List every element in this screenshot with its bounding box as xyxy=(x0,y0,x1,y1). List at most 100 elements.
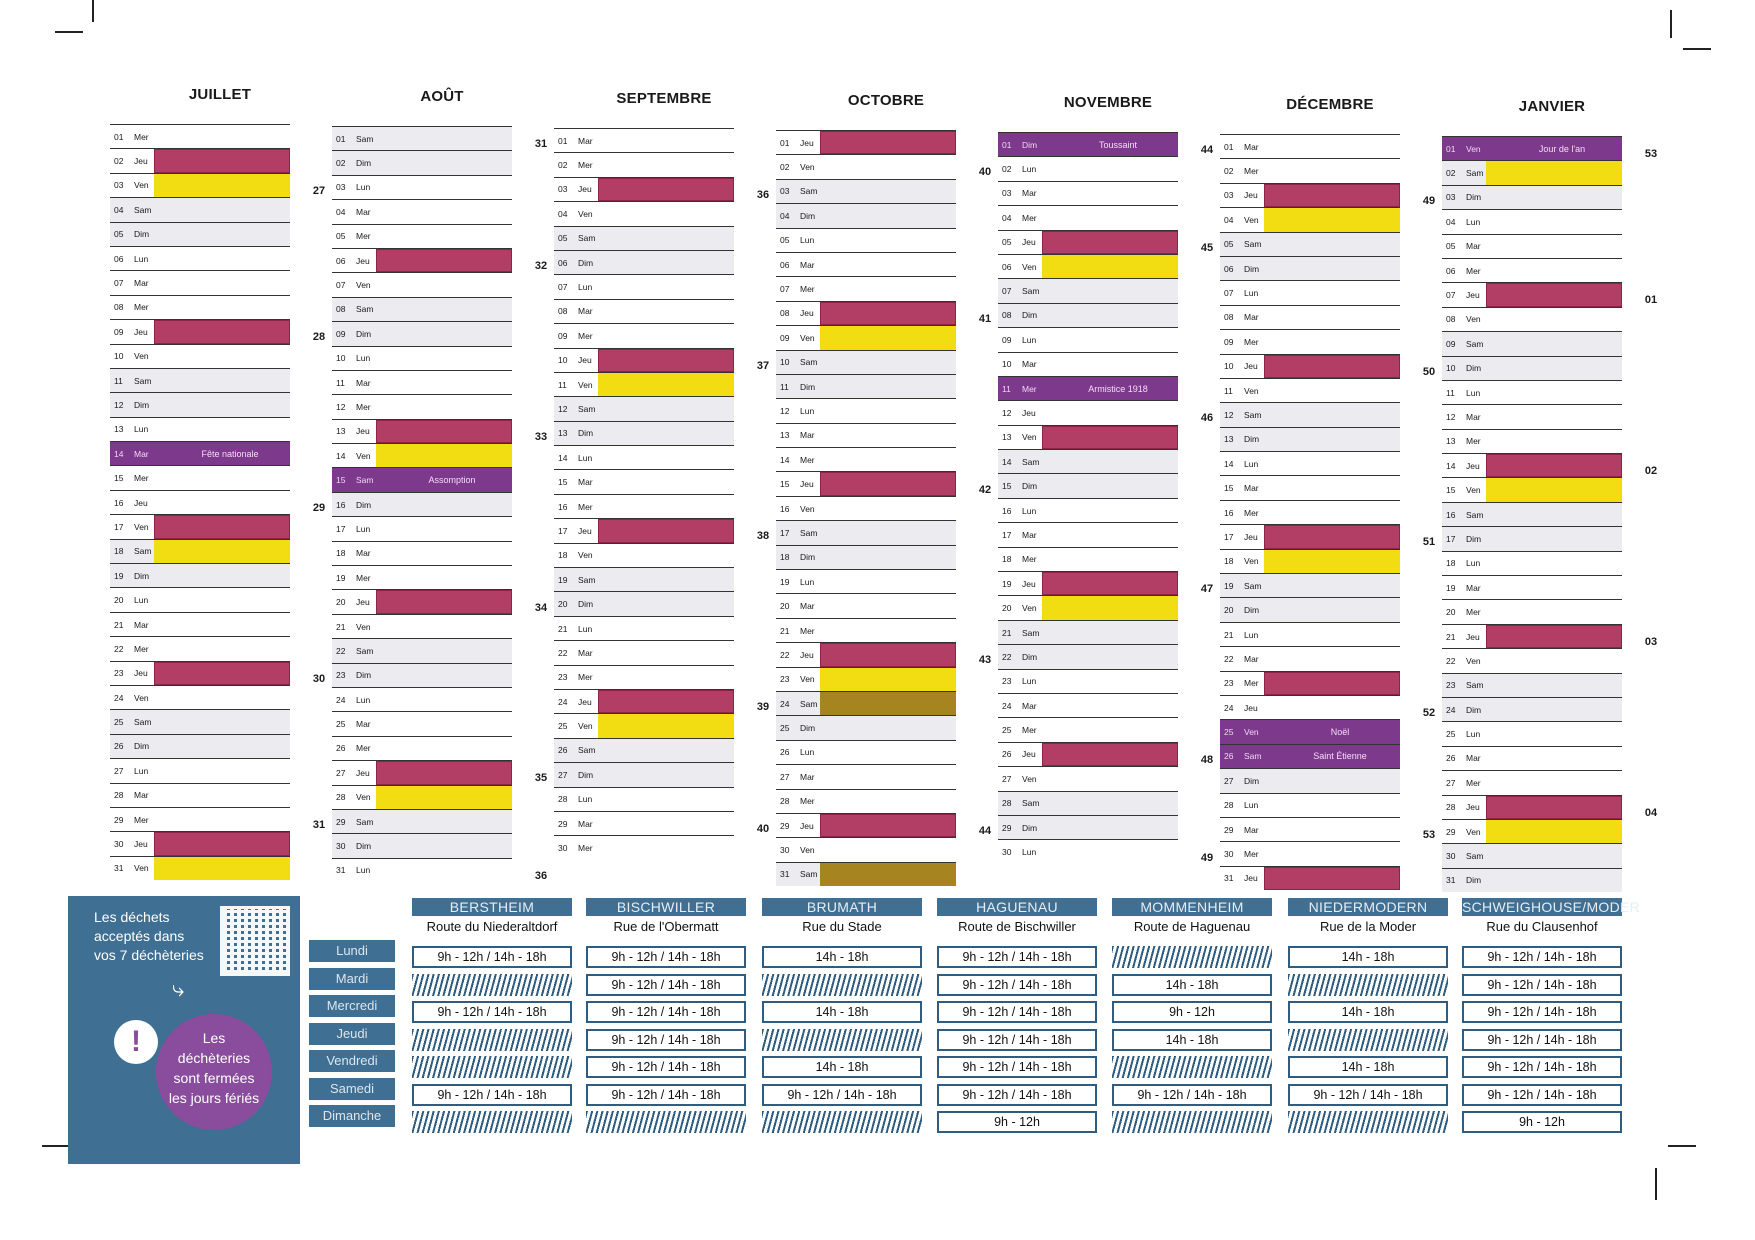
day-number: 20 xyxy=(336,597,346,608)
closed-slot xyxy=(412,1111,572,1133)
day-number: 20 xyxy=(1446,607,1456,618)
month-title: OCTOBRE xyxy=(847,92,925,109)
center-address: Rue du Stade xyxy=(802,919,882,934)
day-row: 15 Mar xyxy=(554,469,734,493)
day-row: 04 Mar xyxy=(332,199,512,223)
weekday-abbr: Mar xyxy=(800,601,815,612)
week-number: 40 xyxy=(978,166,992,179)
day-row: 10 Sam xyxy=(776,349,956,374)
day-row: 29 Mer xyxy=(110,806,290,831)
day-number: 22 xyxy=(1446,655,1456,666)
day-number: 19 xyxy=(780,576,790,587)
day-number: 02 xyxy=(1224,166,1234,177)
day-number: 05 xyxy=(1446,241,1456,252)
red-collection-bar xyxy=(376,761,512,785)
day-row: 24 Ven xyxy=(110,684,290,709)
day-number: 25 xyxy=(780,723,790,734)
day-row: 21 Jeu xyxy=(1442,623,1622,649)
day-row: 14 Lun xyxy=(1220,451,1400,475)
day-row: 03 Jeu xyxy=(554,176,734,202)
day-row: 29 Dim xyxy=(998,814,1178,840)
weekday-abbr: Dim xyxy=(578,257,594,268)
month-title: JANVIER xyxy=(1518,98,1586,115)
day-row: 24 Jeu xyxy=(554,688,734,714)
weekday-abbr: Mar xyxy=(356,548,371,559)
info-box: Les déchets acceptés dans vos 7 déchèter… xyxy=(68,896,300,1164)
weekday-abbr: Sam xyxy=(1466,680,1484,691)
day-row: 17 Mar xyxy=(998,522,1178,546)
day-row: 11 Mar xyxy=(332,369,512,394)
weekday-abbr: Mar xyxy=(578,647,593,658)
weekday-abbr: Jeu xyxy=(134,326,148,337)
weekday-abbr: Jeu xyxy=(578,355,592,366)
day-number: 10 xyxy=(1224,361,1234,372)
weekday-abbr: Jeu xyxy=(134,668,148,679)
day-number: 06 xyxy=(1446,265,1456,276)
day-number: 29 xyxy=(336,816,346,827)
day-row: 11 Ven xyxy=(554,371,734,397)
red-collection-bar xyxy=(154,661,290,685)
day-number: 20 xyxy=(1224,605,1234,616)
day-number: 03 xyxy=(114,180,124,191)
day-row: 18 Dim xyxy=(776,544,956,570)
weekday-abbr: Ven xyxy=(356,450,371,461)
weekday-abbr: Lun xyxy=(1022,164,1037,175)
day-row: 26 Sam xyxy=(554,737,734,763)
month-column: AOÛT 01 Sam 02 Dim 03 Lun 04 Mar 05 Mer 06 Jeu 07 Ven 0… xyxy=(332,82,552,882)
day-number: 07 xyxy=(1224,288,1234,299)
day-number: 08 xyxy=(336,304,346,315)
opening-hours: 9h - 12h xyxy=(1112,1001,1272,1023)
weekday-abbr: Dim xyxy=(1466,192,1482,203)
day-row: 17 Jeu xyxy=(1220,524,1400,549)
month-column: DÉCEMBRE 01 Mar 02 Mer 03 Jeu 04 Ven 05 Sam 06 Dim 07… xyxy=(1220,90,1440,891)
opening-hours: 14h - 18h xyxy=(762,1056,922,1078)
opening-hours: 9h - 12h / 14h - 18h xyxy=(937,1083,1097,1106)
weekday-abbr: Ven xyxy=(134,351,149,362)
week-number: 28 xyxy=(312,331,326,344)
day-number: 06 xyxy=(114,253,124,264)
day-row: 06 Mer xyxy=(1442,257,1622,282)
weekday-abbr: Dim xyxy=(356,670,372,681)
day-row: 25 Ven Noël xyxy=(1220,719,1400,744)
weekday-abbr: Jeu xyxy=(134,156,148,167)
day-row: 02 Mer xyxy=(554,152,734,176)
week-number: 49 xyxy=(1422,194,1436,207)
day-row: 15 Dim xyxy=(998,473,1178,498)
day-number: 25 xyxy=(1002,725,1012,736)
day-row: 08 Mar xyxy=(554,298,734,323)
opening-hours: 9h - 12h / 14h - 18h xyxy=(1462,1028,1622,1051)
day-number: 08 xyxy=(1002,310,1012,321)
weekday-abbr: Jeu xyxy=(800,479,814,490)
day-row: 03 Jeu xyxy=(1220,182,1400,208)
notice-line: déchèteries xyxy=(177,1050,251,1066)
day-row: 29 Jeu xyxy=(776,812,956,838)
day-number: 15 xyxy=(558,477,568,488)
weekday-abbr: Mer xyxy=(1244,336,1259,347)
week-number: 42 xyxy=(978,483,992,496)
weekday-abbr: Mar xyxy=(356,206,371,217)
day-number: 26 xyxy=(780,747,790,758)
qr-code-icon[interactable] xyxy=(220,906,290,976)
weekday-abbr: Dim xyxy=(1244,434,1260,445)
day-number: 10 xyxy=(558,355,568,366)
weekday-abbr: Lun xyxy=(1244,629,1259,640)
weekday-abbr: Lun xyxy=(356,865,371,876)
day-number: 17 xyxy=(1446,533,1456,544)
day-row: 29 Mar xyxy=(554,810,734,835)
yellow-collection-bar xyxy=(154,539,290,564)
weekday-abbr: Mer xyxy=(800,796,815,807)
day-row: 31 Lun xyxy=(332,857,512,882)
day-row: 14 Lun xyxy=(554,445,734,469)
day-row: 27 Dim xyxy=(1220,768,1400,793)
weekday-abbr: Mer xyxy=(1244,166,1259,177)
weekday-abbr: Sam xyxy=(800,698,818,709)
day-row: 20 Jeu xyxy=(332,589,512,614)
opening-hours: 9h - 12h / 14h - 18h xyxy=(1112,1083,1272,1106)
weekday-abbr: Lun xyxy=(1466,387,1481,398)
day-row: 15 Jeu xyxy=(776,471,956,496)
day-number: 11 xyxy=(1224,385,1233,396)
weekday-abbr: Mar xyxy=(356,377,371,388)
day-number: 03 xyxy=(336,182,346,193)
week-number: 36 xyxy=(534,870,548,882)
red-collection-bar xyxy=(598,177,734,202)
